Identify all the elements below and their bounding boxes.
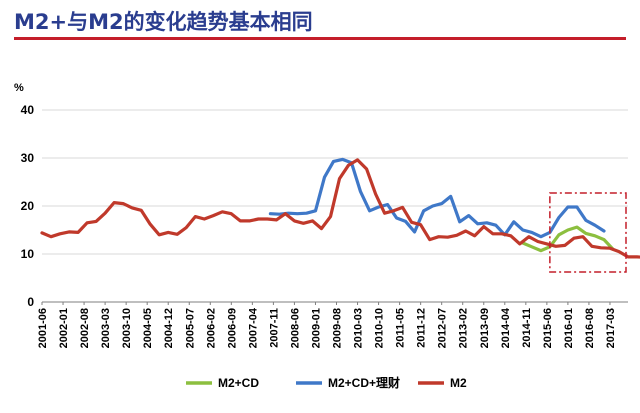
series-line [40,158,640,259]
x-tick-label: 2016-01 [563,308,575,348]
x-tick-label: 2014-04 [500,307,512,348]
x-tick-label: 2002-01 [58,308,70,348]
legend-label: M2 [450,376,467,390]
x-tick-label: 2007-11 [268,308,280,348]
x-tick-label: 2004-05 [142,308,154,348]
legend-label: M2+CD+理财 [328,375,400,390]
x-tick-label: 2017-03 [605,308,617,348]
y-axis-unit: % [14,82,24,94]
x-tick-label: 2004-12 [163,308,175,348]
y-tick-label: 30 [21,151,35,165]
x-tick-label: 2008-06 [289,308,301,348]
x-tick-label: 2006-02 [205,308,217,348]
highlight-box [549,192,627,273]
x-tick-label: 2011-05 [395,308,407,348]
y-tick-label: 40 [21,103,35,117]
x-tick-label: 2009-01 [310,308,322,348]
series-line [268,157,606,239]
x-tick-label: 2007-04 [247,307,259,348]
x-tick-label: 2010-03 [353,308,365,348]
legend-label: M2+CD [218,376,259,390]
x-tick-label: 2012-07 [437,308,449,348]
x-tick-label: 2005-07 [184,308,196,348]
x-tick-label: 2013-02 [458,308,470,348]
page-title: M2+与M2的变化趋势基本相同 [14,10,313,34]
y-tick-label: 0 [27,295,34,309]
x-tick-label: 2003-10 [121,308,133,348]
x-tick-label: 2015-06 [542,308,554,348]
x-tick-label: 2014-11 [521,308,533,348]
series-line [521,225,615,253]
x-tick-label: 2001-06 [37,308,49,348]
x-tick-label: 2003-03 [100,308,112,348]
x-tick-label: 2002-08 [79,308,91,348]
x-tick-label: 2010-10 [374,308,386,348]
x-tick-label: 2011-12 [416,308,428,348]
x-tick-label: 2006-09 [226,308,238,348]
y-tick-label: 10 [21,247,35,261]
x-tick-label: 2016-08 [584,308,596,348]
x-tick-label: 2009-08 [332,308,344,348]
x-tick-label: 2013-09 [479,308,491,348]
y-tick-label: 20 [21,199,35,213]
title-divider [14,37,626,40]
